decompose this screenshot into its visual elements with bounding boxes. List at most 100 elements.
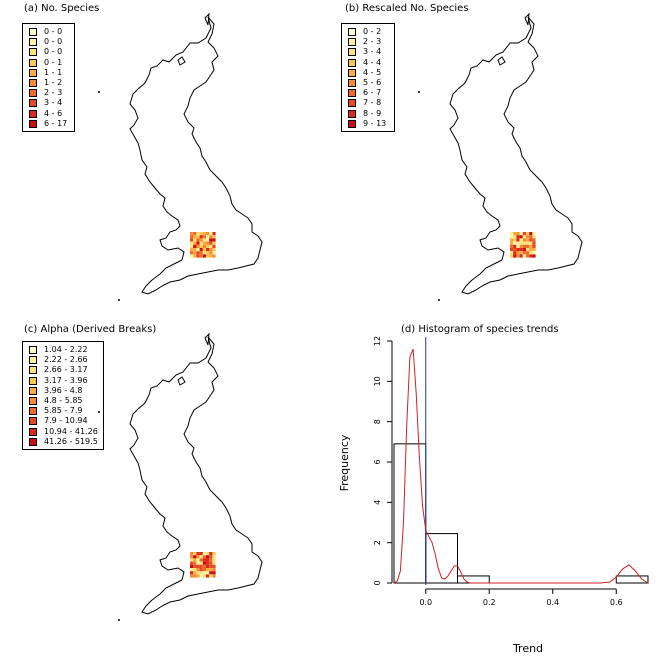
heat-cell [513, 235, 517, 239]
legend-entry: 2.66 - 3.17 [29, 365, 98, 375]
heat-cell [199, 244, 203, 248]
legend-label: 0 - 1 [44, 57, 63, 67]
y-tick-label: 2 [373, 540, 382, 545]
heat-cell [190, 555, 194, 559]
heat-cell [212, 555, 216, 559]
heat-cell [202, 552, 206, 556]
heat-cell [206, 574, 210, 578]
legend-label: 41.26 - 519.5 [44, 436, 98, 446]
legend-swatch [348, 89, 356, 98]
heat-cell [206, 238, 210, 242]
heat-cell [522, 238, 526, 242]
density-curve [393, 348, 649, 584]
heat-grid [190, 552, 216, 578]
heat-cell [199, 574, 203, 578]
heat-cell [202, 241, 206, 245]
legend-entry: 0 - 0 [29, 47, 69, 57]
heat-cell [532, 248, 536, 252]
heat-cell [212, 251, 216, 255]
heat-cell [206, 568, 210, 572]
legend-entry: 1 - 2 [29, 78, 69, 88]
heat-cell [202, 235, 206, 239]
heat-cell [513, 248, 517, 252]
heat-cell [193, 232, 197, 236]
legend-swatch [29, 346, 37, 355]
heat-cell [202, 555, 206, 559]
legend-label: 8 - 9 [363, 108, 382, 118]
heat-cell [519, 244, 523, 248]
legend-entry: 3.17 - 3.96 [29, 376, 98, 386]
legend-swatch [29, 427, 37, 436]
heat-cell [196, 558, 200, 562]
heat-cell [196, 248, 200, 252]
heat-cell [212, 564, 216, 568]
y-tick-label: 12 [373, 336, 382, 346]
legend-swatch [348, 109, 356, 118]
heat-cell [212, 238, 216, 242]
legend-swatch [29, 119, 37, 128]
heat-cell [513, 238, 517, 242]
legend-label: 3.17 - 3.96 [44, 375, 88, 385]
heat-cell [526, 248, 530, 252]
heat-cell [522, 232, 526, 236]
heat-cell [193, 254, 197, 258]
heat-cell [209, 568, 213, 572]
heat-cell [522, 248, 526, 252]
legend-swatch [29, 397, 37, 406]
heat-cell [193, 568, 197, 572]
legend-swatch [29, 386, 37, 395]
island-marker [98, 411, 100, 413]
heat-cell [209, 555, 213, 559]
heat-cell [199, 232, 203, 236]
heat-cell [190, 238, 194, 242]
legend-entry: 3 - 4 [29, 98, 69, 108]
y-tick-label: 0 [373, 580, 382, 585]
orkney-outline [177, 56, 186, 66]
x-tick-label: 0.6 [610, 598, 623, 607]
heat-cell [190, 568, 194, 572]
legend-label: 2 - 3 [363, 37, 382, 47]
heat-grid [190, 232, 216, 258]
shetland-outline [204, 12, 210, 26]
panel-c-title: (c) Alpha (Derived Breaks) [24, 324, 157, 335]
legend-label: 4 - 4 [363, 57, 382, 67]
legend-swatch [29, 417, 37, 426]
heat-cell [190, 248, 194, 252]
heat-cell [193, 555, 197, 559]
heat-cell [519, 254, 523, 258]
heat-cell [209, 232, 213, 236]
legend-entry: 10.94 - 41.26 [29, 427, 98, 437]
legend-label: 6 - 17 [44, 118, 68, 128]
panel-b-map [418, 12, 583, 301]
heat-cell [522, 244, 526, 248]
panel-d-title: (d) Histogram of species trends [401, 324, 559, 335]
heat-cell [199, 555, 203, 559]
heat-cell [193, 244, 197, 248]
legend-label: 1 - 1 [44, 67, 63, 77]
legend-entry: 0 - 0 [29, 37, 69, 47]
heat-cell [196, 244, 200, 248]
heat-cell [206, 552, 210, 556]
heat-cell [209, 238, 213, 242]
heat-cell [212, 574, 216, 578]
legend-entry: 3.96 - 4.8 [29, 386, 98, 396]
legend-label: 4 - 5 [363, 67, 382, 77]
heat-cell [532, 241, 536, 245]
heat-cell [529, 235, 533, 239]
heat-cell [212, 248, 216, 252]
heat-cell [199, 248, 203, 252]
heat-cell [199, 558, 203, 562]
heat-cell [529, 244, 533, 248]
heat-cell [526, 232, 530, 236]
legend-swatch [348, 68, 356, 77]
heat-cell [510, 251, 514, 255]
heat-cell [190, 232, 194, 236]
legend-label: 3.96 - 4.8 [44, 385, 83, 395]
histogram-bar [393, 443, 427, 584]
legend-entry: 5.85 - 7.9 [29, 406, 98, 416]
heat-cell [209, 244, 213, 248]
legend-swatch [348, 99, 356, 108]
heat-cell [522, 254, 526, 258]
heat-cell [196, 568, 200, 572]
heat-cell [519, 238, 523, 242]
